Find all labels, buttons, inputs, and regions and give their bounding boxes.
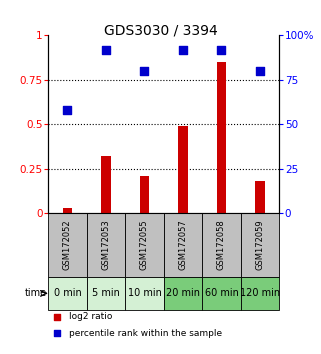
Point	[55, 314, 60, 320]
Bar	[87, 276, 125, 310]
Text: 5 min: 5 min	[92, 289, 120, 298]
Text: 0 min: 0 min	[54, 289, 81, 298]
Bar	[164, 276, 202, 310]
Bar	[125, 276, 164, 310]
Bar	[241, 213, 279, 276]
Bar	[87, 213, 125, 276]
Point	[142, 68, 147, 74]
Text: 20 min: 20 min	[166, 289, 200, 298]
Bar	[202, 213, 241, 276]
Point	[219, 47, 224, 52]
Bar	[178, 126, 188, 213]
Text: time: time	[25, 289, 48, 298]
Point	[180, 47, 186, 52]
Point	[65, 107, 70, 113]
Bar	[241, 276, 279, 310]
Bar	[48, 276, 87, 310]
Text: 120 min: 120 min	[240, 289, 280, 298]
Point	[55, 331, 60, 336]
Text: GSM172057: GSM172057	[178, 219, 187, 270]
Bar	[217, 62, 226, 213]
Bar	[164, 213, 202, 276]
Text: 10 min: 10 min	[127, 289, 161, 298]
Text: GSM172059: GSM172059	[256, 219, 265, 270]
Text: log2 ratio: log2 ratio	[69, 312, 112, 321]
Text: GSM172052: GSM172052	[63, 219, 72, 270]
Text: percentile rank within the sample: percentile rank within the sample	[69, 329, 222, 338]
Bar	[48, 213, 87, 276]
Bar	[140, 176, 149, 213]
Text: GDS3030 / 3394: GDS3030 / 3394	[104, 23, 217, 37]
Text: GSM172055: GSM172055	[140, 219, 149, 270]
Bar	[125, 213, 164, 276]
Bar	[63, 208, 72, 213]
Bar	[202, 276, 241, 310]
Point	[257, 68, 263, 74]
Bar	[255, 181, 265, 213]
Point	[103, 47, 108, 52]
Bar	[101, 156, 111, 213]
Text: GSM172058: GSM172058	[217, 219, 226, 270]
Text: 60 min: 60 min	[204, 289, 239, 298]
Text: GSM172053: GSM172053	[101, 219, 110, 270]
